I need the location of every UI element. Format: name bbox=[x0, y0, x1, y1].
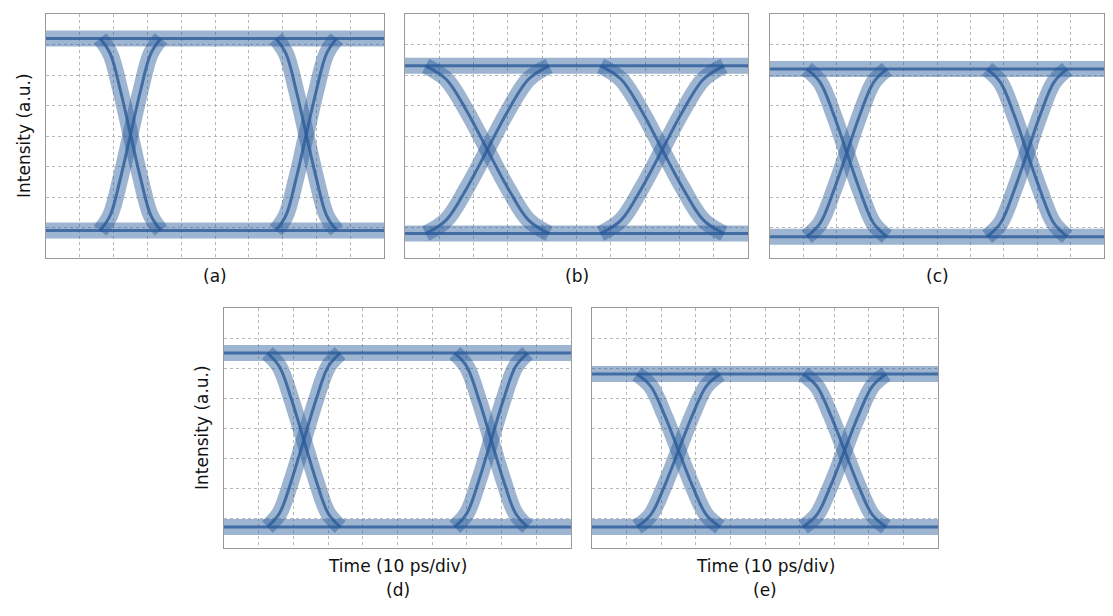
svg-text:Time (10 ps/div): Time (10 ps/div) bbox=[328, 556, 467, 576]
svg-text:Intensity (a.u.): Intensity (a.u.) bbox=[14, 73, 34, 198]
svg-text:(c): (c) bbox=[926, 266, 949, 286]
svg-text:(a): (a) bbox=[203, 266, 227, 286]
svg-text:(b): (b) bbox=[565, 266, 589, 286]
svg-text:(e): (e) bbox=[753, 580, 777, 600]
svg-text:Intensity (a.u.): Intensity (a.u.) bbox=[192, 365, 212, 490]
svg-text:(d): (d) bbox=[386, 580, 410, 600]
svg-text:Time (10 ps/div): Time (10 ps/div) bbox=[696, 556, 835, 576]
